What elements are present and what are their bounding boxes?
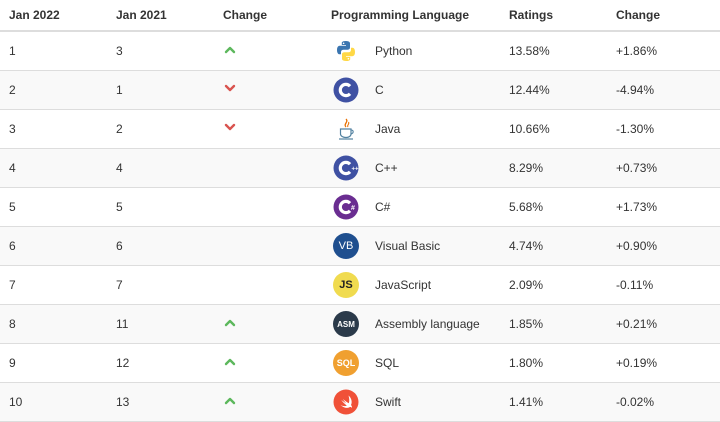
rating-value: 1.41% [509,395,544,409]
rating-change: +0.73% [616,161,658,175]
rating-value: 1.80% [509,356,544,370]
rank-current: 8 [9,317,16,331]
rank-previous: 6 [116,239,123,253]
rank-current: 6 [9,239,16,253]
header-ratings[interactable]: Ratings [509,8,554,22]
rank-previous: 1 [116,83,123,97]
rank-previous: 7 [116,278,123,292]
table-row: 8 11 ASM Assembly language 1.85% +0.21% [0,305,720,344]
language-name: Python [375,44,413,58]
rank-previous: 11 [116,317,129,331]
rating-value: 4.74% [509,239,544,253]
rating-change: -0.11% [616,278,654,292]
rating-change: +1.73% [616,200,658,214]
rank-previous: 3 [116,44,123,58]
header-jan-2022[interactable]: Jan 2022 [9,8,60,22]
rating-change: +0.19% [616,356,658,370]
rating-value: 2.09% [509,278,544,292]
table-header: Jan 2022 Jan 2021 Change Programming Lan… [0,0,720,32]
rank-current: 5 [9,200,16,214]
rating-change: -0.02% [616,395,655,409]
rank-previous: 13 [116,395,130,409]
rating-change: -4.94% [616,83,655,97]
table-body: 1 3 Python 13.58% +1.86% 2 1 C 12.44% -4.94% 3 2 Jav… [0,32,720,422]
swift-logo-icon [333,389,359,415]
language-name: Java [375,122,401,136]
rank-previous: 4 [116,161,123,175]
table-row: 3 2 Java 10.66% -1.30% [0,110,720,149]
language-name: Assembly language [375,317,480,331]
c-logo-icon [333,77,359,103]
language-name: C [375,83,384,97]
rank-current: 1 [9,44,16,58]
table-row: 1 3 Python 13.58% +1.86% [0,32,720,71]
rating-change: -1.30% [616,122,655,136]
header-programming-language[interactable]: Programming Language [331,8,470,22]
python-logo-icon [333,38,359,64]
rating-value: 13.58% [509,44,550,58]
table-row: 9 12 SQL SQL 1.80% +0.19% [0,344,720,383]
rating-value: 10.66% [509,122,550,136]
rank-current: 3 [9,122,16,136]
language-name: C# [375,200,391,214]
header-jan-2021[interactable]: Jan 2021 [116,8,167,22]
trend-up-icon [223,315,237,329]
table-row: 4 4 ++ C++ 8.29% +0.73% [0,149,720,188]
trend-down-icon [223,81,237,95]
rank-current: 9 [9,356,16,370]
rank-previous: 5 [116,200,123,214]
trend-up-icon [223,42,237,56]
header-change[interactable]: Change [223,8,268,22]
rank-current: 7 [9,278,16,292]
rank-previous: 12 [116,356,130,370]
sql-logo-icon: SQL [333,350,359,376]
rank-current: 10 [9,395,23,409]
language-name: Swift [375,395,402,409]
trend-down-icon [223,120,237,134]
rating-value: 8.29% [509,161,544,175]
table-row: 5 5 # C# 5.68% +1.73% [0,188,720,227]
java-logo-icon [333,116,359,142]
javascript-logo-icon: JS [333,272,359,298]
trend-up-icon [223,393,237,407]
table-row: 6 6 VB Visual Basic 4.74% +0.90% [0,227,720,266]
visual-basic-logo-icon: VB [333,233,359,259]
svg-text:++: ++ [352,167,360,173]
rating-change: +1.86% [616,44,658,58]
language-name: C++ [375,161,398,175]
rank-current: 2 [9,83,16,97]
rating-value: 1.85% [509,317,544,331]
language-name: SQL [375,356,400,370]
rating-value: 12.44% [509,83,550,97]
table-row: 7 7 JS JavaScript 2.09% -0.11% [0,266,720,305]
svg-text:#: # [351,205,355,212]
rating-change: +0.21% [616,317,658,331]
csharp-logo-icon: # [333,194,359,220]
trend-up-icon [223,354,237,368]
assembly-logo-icon: ASM [333,311,359,337]
language-name: JavaScript [375,278,432,292]
header-change-percent[interactable]: Change [616,8,661,22]
table-row: 2 1 C 12.44% -4.94% [0,71,720,110]
rank-previous: 2 [116,122,123,136]
rating-change: +0.90% [616,239,658,253]
rank-current: 4 [9,161,16,175]
cpp-logo-icon: ++ [333,155,359,181]
rating-value: 5.68% [509,200,544,214]
table-row: 10 13 Swift 1.41% -0.02% [0,383,720,422]
language-name: Visual Basic [375,239,441,253]
